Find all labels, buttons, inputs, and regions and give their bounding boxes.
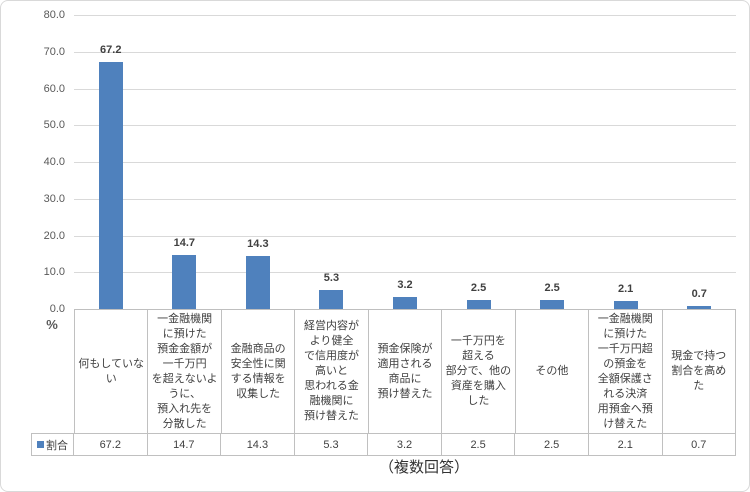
- legend-label: 割合: [46, 439, 68, 452]
- bar-value-label: 2.5: [544, 281, 560, 294]
- bar-value-label: 2.5: [470, 281, 487, 294]
- legend-value-cell: 3.2: [368, 434, 442, 455]
- gridline: [74, 51, 736, 53]
- bar-value-label: 14.3: [247, 238, 269, 251]
- bar: [98, 62, 123, 309]
- x-axis-line: [74, 309, 736, 310]
- gridline: [74, 125, 736, 127]
- category-cell: 何もしていな い: [74, 310, 149, 433]
- plot-area: 67.2 14.7 14.3 5.3 3.2 2.5 2.5 2.1 0.7: [74, 15, 736, 309]
- legend-value-cell: 0.7: [663, 434, 737, 455]
- legend-value-cell: 67.2: [74, 434, 148, 455]
- y-tick-label: 50.0: [43, 119, 65, 132]
- bar: [319, 289, 344, 309]
- y-tick-label: 10.0: [43, 266, 65, 279]
- bar-value-label: 0.7: [691, 288, 707, 301]
- legend-table-row: 割合 67.2 14.7 14.3 5.3 3.2 2.5 2.5 2.1 0.7: [31, 433, 737, 456]
- bar-value-label: 14.7: [173, 236, 196, 249]
- bar-value-label: 67.2: [100, 44, 122, 57]
- gridline: [74, 162, 736, 163]
- y-tick-label: 40.0: [43, 156, 65, 168]
- y-axis-unit-label: %: [46, 317, 58, 332]
- bar: [613, 301, 638, 309]
- y-tick-label: 20.0: [43, 229, 65, 242]
- category-cell: 一千万円を 超える 部分で、他の 資産を購入 した: [442, 310, 516, 433]
- gridline: [74, 15, 736, 16]
- legend-value-cell: 2.5: [515, 434, 589, 455]
- bar: [466, 299, 491, 309]
- category-cell: 預金保険が 適用される 商品に 預け替えた: [369, 310, 443, 433]
- gridline: [74, 272, 736, 274]
- y-tick-label: 30.0: [43, 192, 65, 205]
- category-cell: 金融商品の 安全性に関 する情報を 収集した: [222, 310, 296, 433]
- bar: [245, 256, 270, 309]
- y-tick-label: 0.0: [49, 303, 65, 315]
- legend-cell: 割合: [31, 434, 74, 455]
- legend-value-cell: 14.7: [148, 434, 222, 455]
- legend-value-cell: 5.3: [295, 434, 369, 455]
- gridline: [74, 198, 736, 200]
- multiple-answers-note: （複数回答）: [378, 459, 469, 476]
- category-cell: 現金で持つ 割合を高め た: [663, 310, 736, 433]
- category-cell: 経営内容が より健全 で信用度が 高いと 思われる金 融機関に 預け替えた: [295, 310, 369, 433]
- legend-swatch-icon: [37, 441, 44, 448]
- gridline: [74, 235, 736, 237]
- category-cell: 一金融機関 に預けた 預金金額が 一千万円 を超えないよ うに、 預入れ先を 分…: [148, 310, 222, 433]
- y-tick-label: 80.0: [43, 9, 65, 21]
- legend-value-cell: 2.5: [442, 434, 516, 455]
- bar: [172, 254, 197, 309]
- category-table: 何もしていな い一金融機関 に預けた 預金金額が 一千万円 を超えないよ うに、…: [74, 310, 736, 433]
- bar: [687, 306, 712, 309]
- y-tick-label: 60.0: [43, 82, 65, 95]
- bar: [540, 299, 565, 309]
- category-cell: その他: [516, 310, 590, 433]
- bar-value-label: 5.3: [323, 271, 340, 284]
- y-tick-label: 70.0: [43, 45, 65, 58]
- legend-value-cell: 2.1: [589, 434, 663, 455]
- category-cell: 一金融機関 に預けた 一千万円超 の預金を 全額保護さ れる決済 用預金へ預 け…: [589, 310, 663, 433]
- bar-value-label: 2.1: [618, 283, 634, 296]
- bar: [393, 297, 417, 309]
- legend-value-cell: 14.3: [221, 434, 295, 455]
- bar-value-label: 3.2: [397, 279, 413, 292]
- gridline: [74, 88, 736, 90]
